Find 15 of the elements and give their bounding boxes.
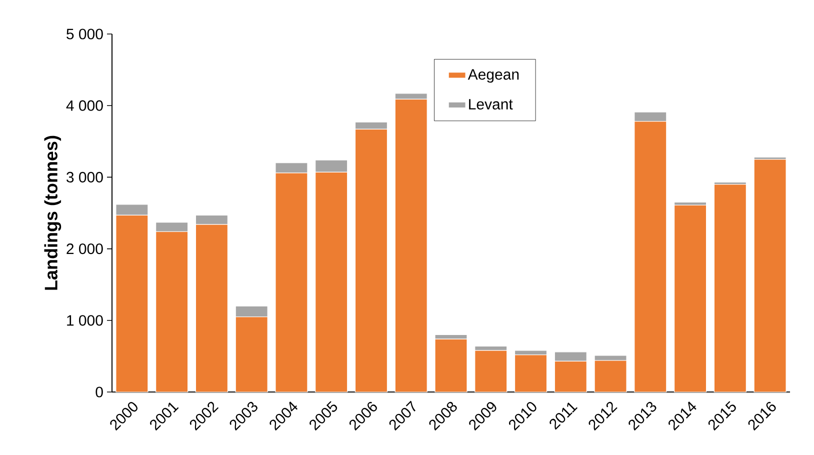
y-tick-label: 1 000 bbox=[67, 315, 103, 326]
bar bbox=[674, 204, 707, 392]
bar bbox=[514, 354, 548, 392]
y-tick-label: 0 bbox=[96, 386, 103, 398]
y-tick-label: 5 000 bbox=[66, 28, 103, 40]
y-tick-label: 4 000 bbox=[66, 100, 103, 111]
bar bbox=[434, 338, 468, 392]
bar bbox=[474, 350, 508, 392]
legend-label: Levant bbox=[469, 99, 513, 110]
y-tick-label: 3 000 bbox=[66, 172, 103, 183]
legend-label: Aegean bbox=[468, 69, 519, 83]
y-tick-label: 2 000 bbox=[66, 243, 103, 254]
bar bbox=[754, 159, 786, 392]
bar bbox=[714, 184, 746, 392]
y-axis-title: Landings (tonnes) bbox=[44, 136, 62, 290]
